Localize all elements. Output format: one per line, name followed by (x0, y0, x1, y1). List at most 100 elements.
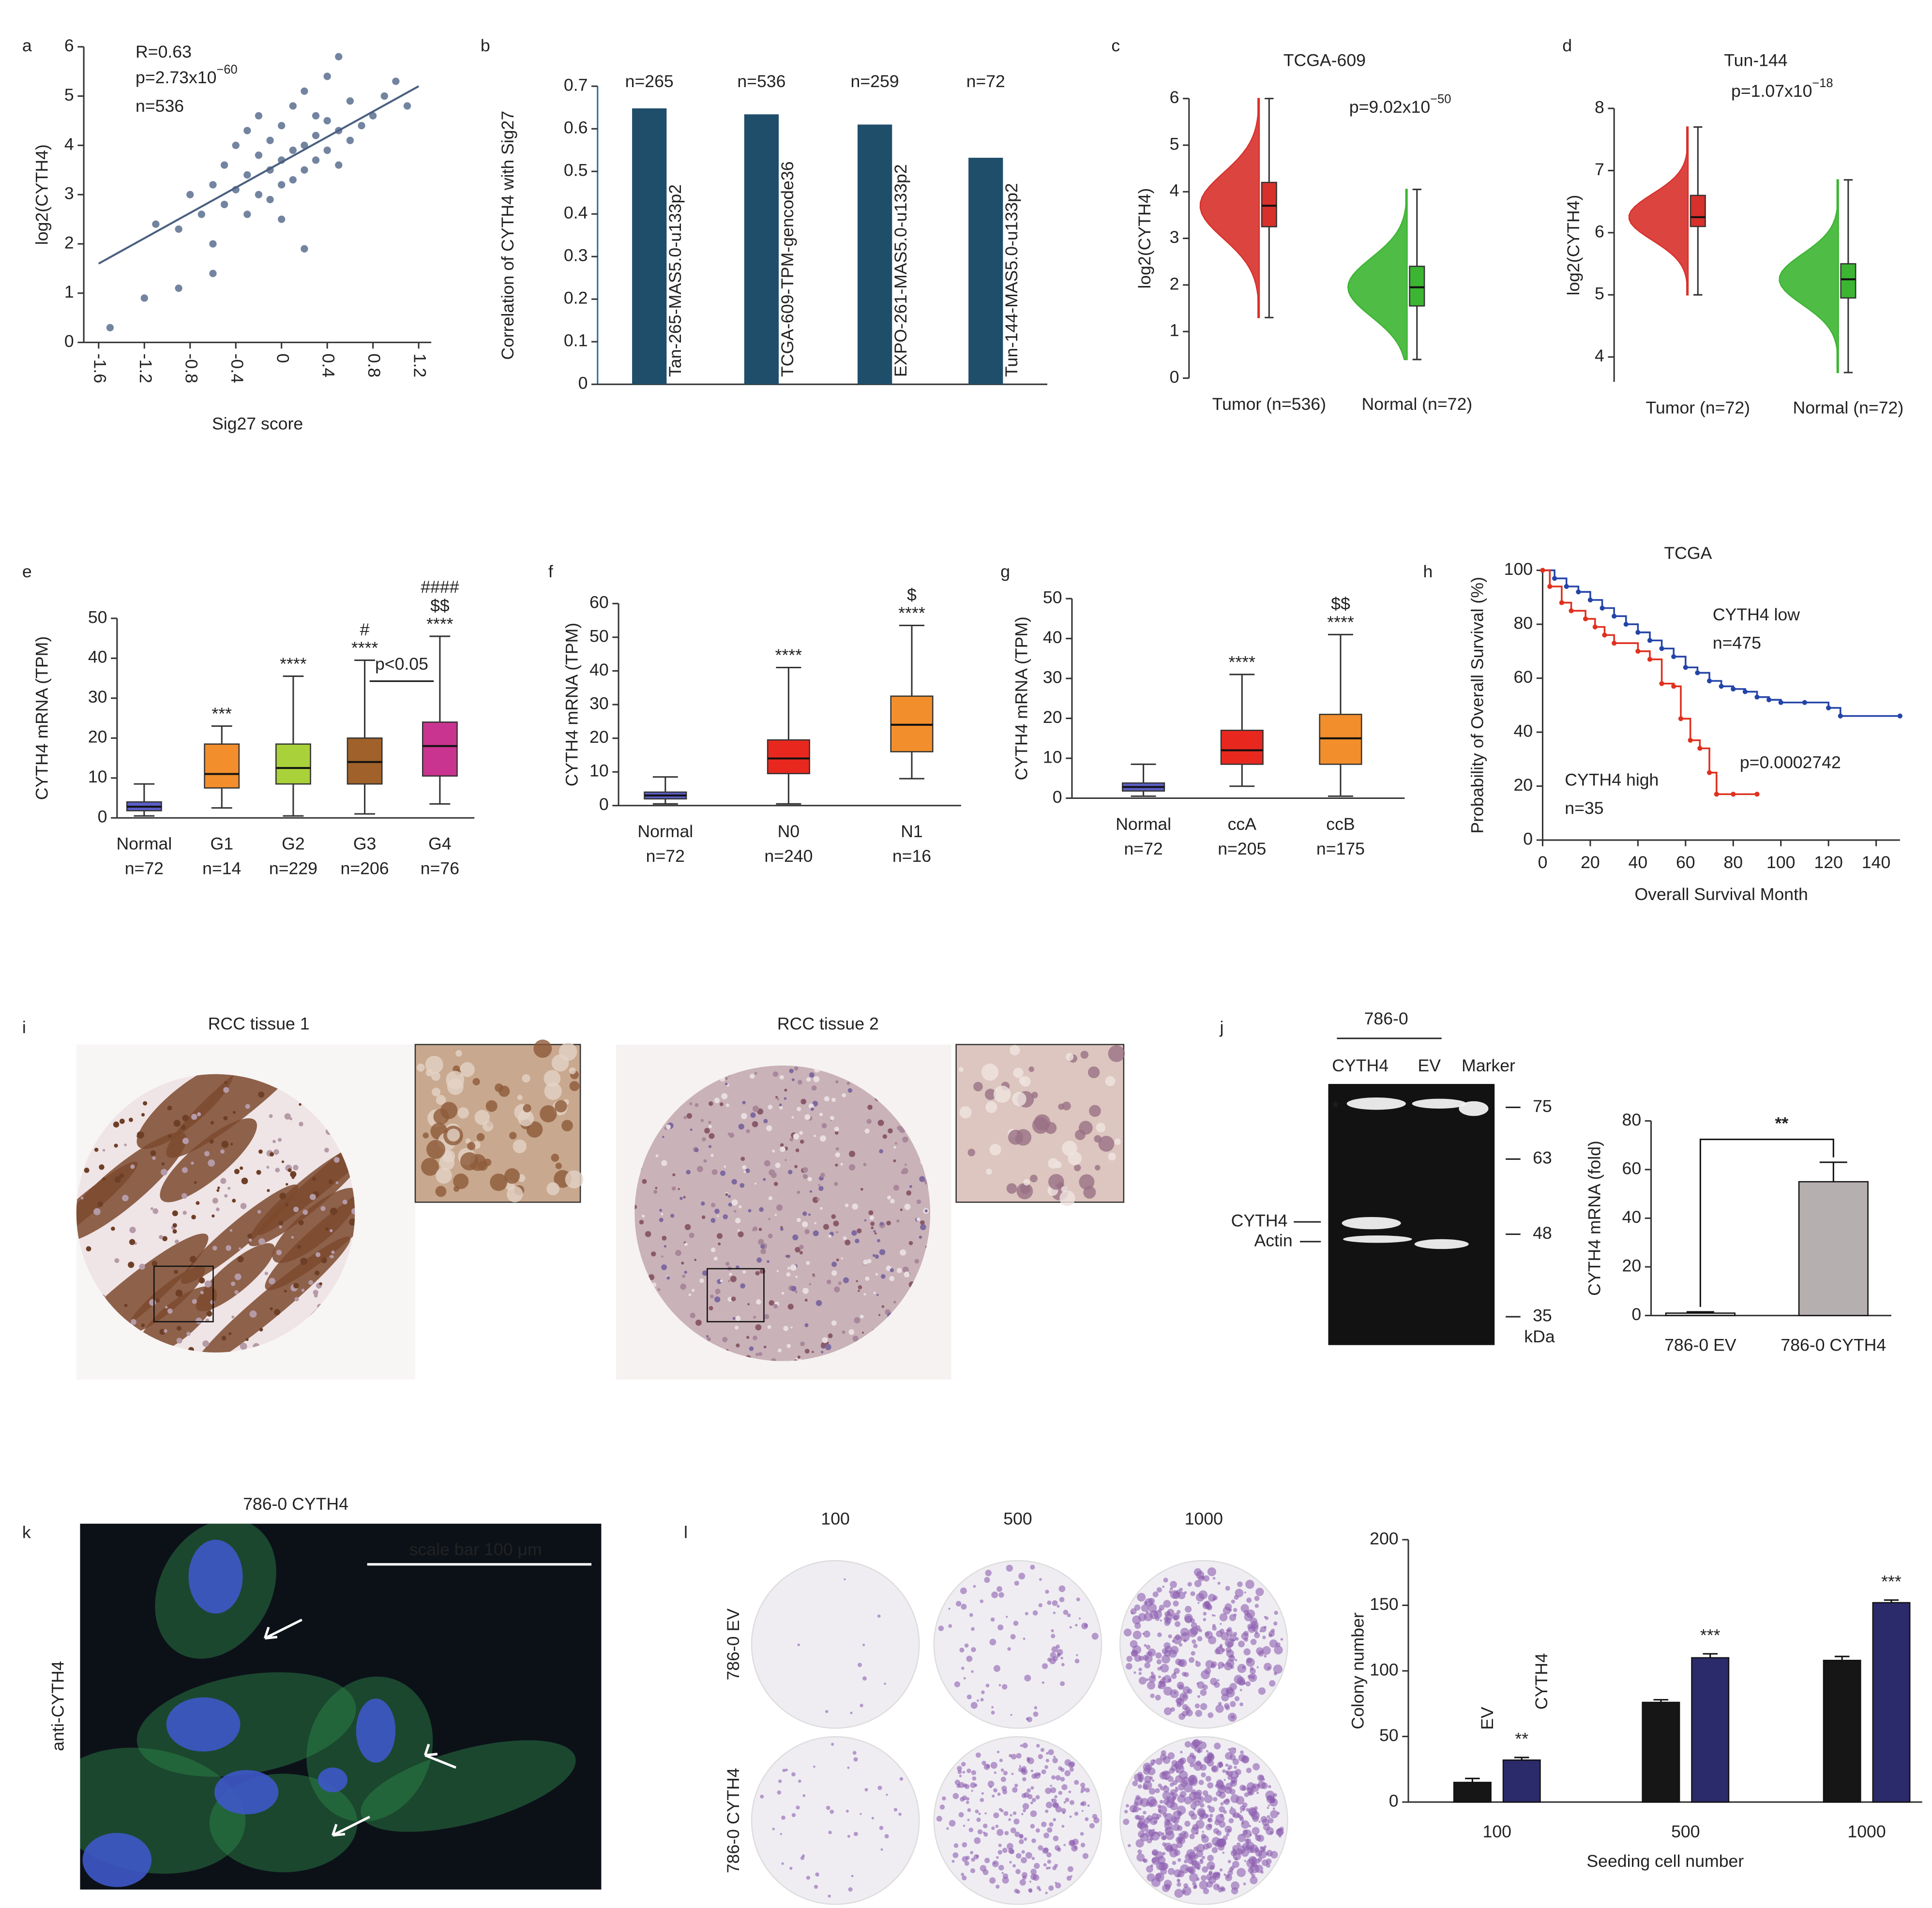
tissue-cell (788, 1170, 793, 1174)
x-tick-label: 0 (1538, 853, 1548, 872)
colony (1242, 1843, 1250, 1851)
colony (962, 1771, 966, 1774)
colony (970, 1782, 976, 1788)
colony (1233, 1848, 1236, 1851)
tissue-cell (661, 1213, 664, 1216)
inset-cell (1059, 1190, 1075, 1206)
tissue-cell (706, 1335, 709, 1338)
inset-cell (993, 1085, 1011, 1103)
cytoplasm (361, 1740, 576, 1832)
colony (1006, 1616, 1008, 1618)
colony (1197, 1695, 1200, 1698)
colony (1055, 1775, 1061, 1781)
colony (1133, 1671, 1136, 1674)
tissue-cell (175, 1290, 183, 1297)
colony (1172, 1780, 1177, 1786)
tissue-cell (887, 1195, 891, 1200)
colony (1229, 1747, 1237, 1755)
inset-cell (416, 1063, 425, 1072)
box (1409, 266, 1425, 307)
colony (998, 1592, 1004, 1598)
colony (1034, 1706, 1038, 1710)
tissue-cell (247, 1233, 253, 1239)
point (323, 117, 331, 125)
tissue-cell (795, 1276, 798, 1278)
significance: #### (421, 577, 459, 597)
colony (961, 1873, 965, 1877)
colony (1225, 1771, 1230, 1776)
inset-cell (989, 1143, 1001, 1156)
y-tick-label: 100 (1370, 1660, 1398, 1679)
colony (1137, 1784, 1142, 1789)
colony (1050, 1652, 1057, 1658)
colony (1231, 1881, 1240, 1890)
colony (780, 1833, 783, 1835)
censor-mark (1547, 584, 1553, 589)
colony (1048, 1749, 1054, 1756)
tissue-cell (114, 1258, 120, 1263)
colony (1018, 1767, 1024, 1773)
colony (957, 1766, 962, 1771)
plate (751, 1736, 920, 1905)
violin (1779, 179, 1839, 374)
bar (1642, 1701, 1680, 1803)
tissue-cell (755, 1299, 761, 1305)
colony (1061, 1825, 1065, 1828)
point (289, 102, 297, 110)
y-tick-label: 50 (1043, 588, 1062, 607)
y-tick-label: 0 (1389, 1791, 1399, 1811)
inset-cell (561, 1120, 573, 1131)
tissue-cell (768, 1196, 773, 1201)
bar (1823, 1660, 1861, 1803)
tissue-cell (684, 1224, 691, 1231)
colony (976, 1818, 981, 1822)
point (312, 156, 320, 164)
tissue-cell (842, 1330, 845, 1334)
tissue-cell (657, 1288, 661, 1291)
colony (1011, 1773, 1014, 1775)
point (220, 161, 228, 169)
colony (1143, 1858, 1148, 1863)
tissue-cell (287, 1168, 292, 1172)
tissue-cell (299, 1103, 302, 1106)
tissue-cell (785, 1255, 788, 1258)
tissue-cell (191, 1113, 197, 1120)
tissue-cell (797, 1355, 801, 1359)
censor-mark (1706, 678, 1712, 684)
colony (815, 1872, 819, 1877)
colony (1161, 1835, 1166, 1840)
tissue-cell (655, 1187, 658, 1189)
y-tick-label: 0.6 (564, 118, 588, 137)
tissue-cell (851, 1230, 857, 1236)
tissue-cell (679, 1197, 683, 1200)
tissue-cell (240, 1166, 243, 1170)
annotation-sup: −60 (216, 63, 237, 76)
tissue-cell (315, 1252, 321, 1257)
tissue-cell (834, 1182, 838, 1186)
significance: **** (280, 654, 307, 674)
tissue-cell (278, 1138, 282, 1142)
tissue-cell (905, 1163, 907, 1166)
tissue-cell (256, 1170, 261, 1175)
inset-cell (426, 1140, 446, 1159)
tissue-cell (681, 1262, 684, 1265)
colony (1058, 1585, 1066, 1593)
tissue-cell (812, 1273, 815, 1276)
tissue-cell (720, 1171, 726, 1176)
y-tick-label: 20 (1043, 707, 1062, 727)
inset-cell (1080, 1051, 1089, 1059)
tissue-cell (836, 1231, 838, 1233)
tissue-cell (272, 1140, 276, 1143)
tissue-cell (196, 1317, 202, 1324)
tissue-cell (666, 1276, 670, 1280)
colony (1139, 1807, 1142, 1811)
tissue-cell (124, 1304, 128, 1307)
tissue-cell (278, 1220, 284, 1226)
colony (1041, 1769, 1046, 1774)
colony (1244, 1613, 1253, 1622)
tissue-cell (876, 1293, 879, 1296)
tissue-cell (804, 1298, 808, 1302)
colony (848, 1887, 853, 1892)
inset-cell (1044, 1122, 1057, 1134)
tissue-cell (704, 1127, 710, 1134)
